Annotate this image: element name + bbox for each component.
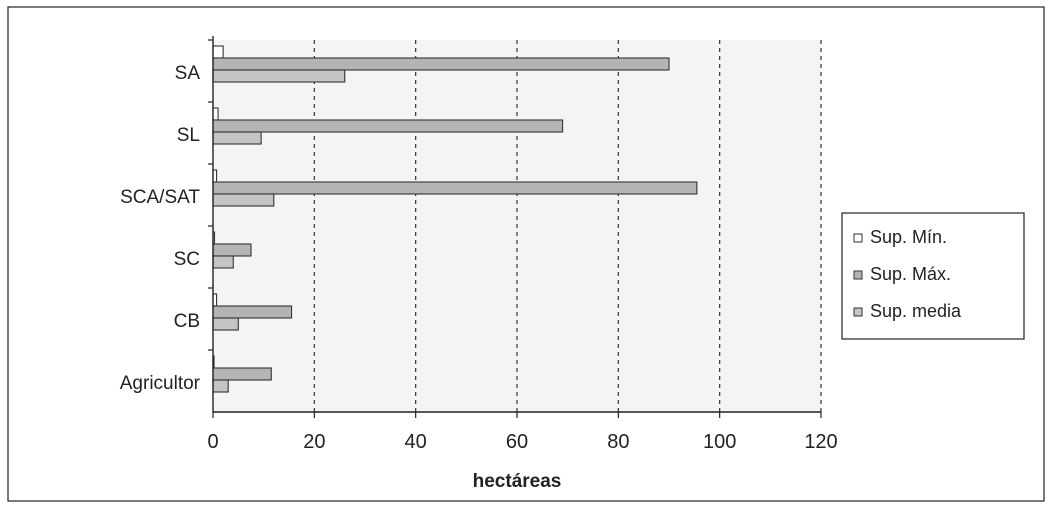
legend-swatch	[853, 270, 863, 280]
legend-label: Sup. media	[870, 301, 962, 321]
bar-sup-media	[212, 379, 229, 393]
y-tick-label: CB	[174, 311, 200, 332]
bar-sup-min	[212, 45, 224, 59]
y-tick-label: SC	[174, 249, 200, 270]
bar-sup-media	[212, 255, 234, 269]
legend-label: Sup. Máx.	[870, 264, 951, 284]
bar-sup-max	[212, 305, 293, 319]
legend: Sup. Mín. Sup. Máx. Sup. media	[841, 212, 1025, 340]
x-axis-title: hectáreas	[473, 471, 562, 492]
bar-sup-max	[212, 243, 252, 257]
y-tick-label: SL	[177, 125, 200, 146]
y-tick-label: SCA/SAT	[120, 187, 200, 208]
x-tick-label: 60	[506, 431, 528, 453]
x-tick-label: 20	[303, 431, 325, 453]
x-tick-label: 100	[703, 431, 736, 453]
x-tick-label: 40	[405, 431, 427, 453]
bar-sup-media	[212, 69, 346, 83]
legend-label: Sup. Mín.	[870, 227, 947, 247]
bar-sup-media	[212, 131, 262, 145]
x-tick-label: 80	[607, 431, 629, 453]
bar-sup-max	[212, 181, 698, 195]
x-tick-label: 0	[207, 431, 218, 453]
bar-sup-media	[212, 193, 275, 207]
x-tick-label: 120	[804, 431, 837, 453]
bar-sup-media	[212, 317, 239, 331]
legend-swatch	[853, 307, 863, 317]
legend-box	[841, 212, 1025, 340]
bar-sup-max	[212, 367, 272, 381]
y-tick-label: Agricultor	[120, 373, 201, 394]
bar-sup-min	[212, 107, 219, 121]
bar-sup-max	[212, 57, 670, 71]
legend-swatch	[853, 233, 863, 243]
bar-sup-max	[212, 119, 564, 133]
y-tick-label: SA	[175, 63, 201, 84]
